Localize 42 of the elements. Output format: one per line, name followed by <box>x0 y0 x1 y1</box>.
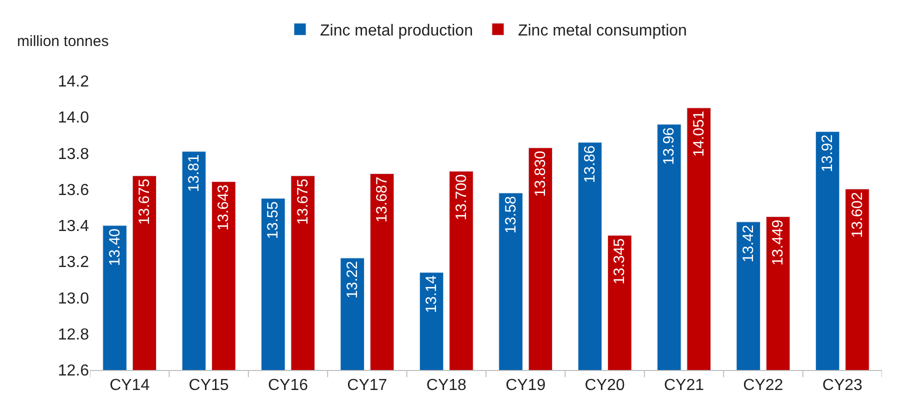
data-label: 13.81 <box>185 154 202 192</box>
y-tick-label: 13.0 <box>58 290 90 308</box>
y-tick-label: 12.6 <box>58 362 90 380</box>
legend-label: Zinc metal consumption <box>518 22 687 40</box>
data-label: 13.14 <box>423 275 440 314</box>
data-label: 13.449 <box>770 220 787 266</box>
data-label: 13.602 <box>848 192 866 238</box>
y-tick-label: 13.6 <box>58 182 90 199</box>
data-label: 13.22 <box>344 261 361 299</box>
x-tick-label: CY18 <box>426 377 467 394</box>
x-tick-label: CY15 <box>188 377 229 394</box>
x-tick-label: CY17 <box>347 377 388 394</box>
data-label: 13.675 <box>136 178 153 225</box>
data-label: 13.55 <box>264 201 282 239</box>
x-tick-label: CY19 <box>506 377 546 394</box>
data-label: 13.96 <box>660 127 678 165</box>
y-tick-label: 12.8 <box>58 326 90 344</box>
data-label: 13.700 <box>452 174 470 220</box>
legend-label: Zinc metal production <box>320 22 473 40</box>
data-label: 14.051 <box>690 110 708 157</box>
x-tick-label: CY23 <box>822 377 863 394</box>
x-tick-label: CY20 <box>584 377 625 394</box>
y-tick-label: 14.2 <box>58 74 90 91</box>
y-axis-title: million tonnes <box>17 33 109 50</box>
x-tick-label: CY22 <box>743 377 784 394</box>
data-label: 13.687 <box>374 176 391 223</box>
y-tick-label: 13.8 <box>58 146 90 163</box>
data-label: 13.675 <box>294 178 312 225</box>
data-label: 13.345 <box>611 238 628 284</box>
data-label: 13.92 <box>819 134 836 172</box>
data-label: 13.643 <box>215 184 232 230</box>
y-tick-label: 14.0 <box>58 110 90 127</box>
data-label: 13.40 <box>106 228 124 266</box>
x-tick-label: CY14 <box>110 377 150 394</box>
data-label: 13.86 <box>581 145 598 183</box>
y-tick-label: 13.2 <box>58 254 90 272</box>
data-label: 13.830 <box>532 150 549 197</box>
x-tick-label: CY16 <box>268 377 308 394</box>
y-tick-label: 13.4 <box>58 218 90 236</box>
data-label: 13.42 <box>740 224 757 262</box>
data-label: 13.58 <box>502 196 520 234</box>
x-tick-label: CY21 <box>664 377 704 394</box>
